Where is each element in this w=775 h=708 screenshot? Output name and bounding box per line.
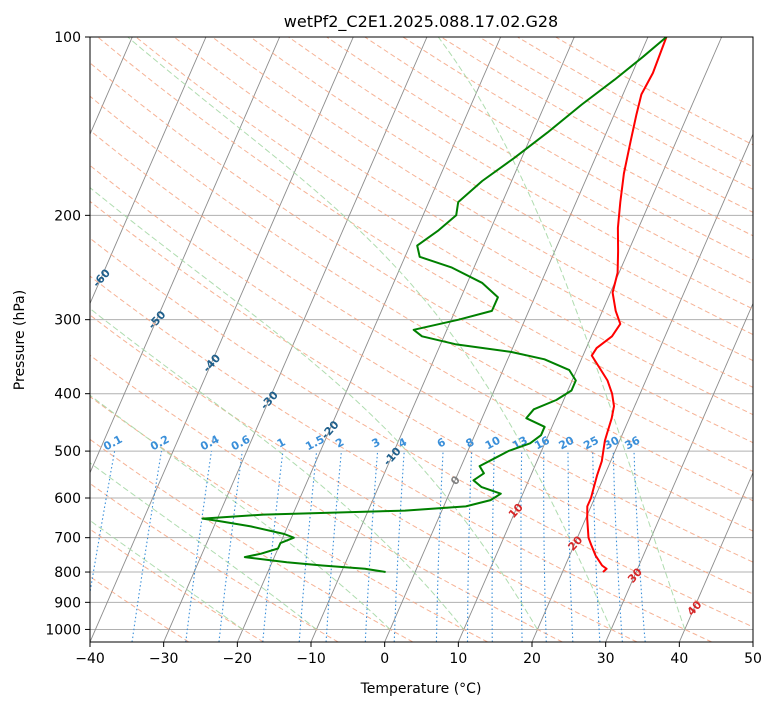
mixing-ratio-label: 20 bbox=[557, 434, 577, 453]
x-tick-label: −20 bbox=[223, 651, 253, 667]
x-tick-label: 0 bbox=[380, 651, 389, 667]
temperature-profile bbox=[586, 37, 668, 573]
isotherm-line bbox=[90, 37, 354, 642]
grid-layer bbox=[90, 37, 753, 642]
mixing-ratio-label: 25 bbox=[581, 434, 601, 453]
isotherm-line bbox=[531, 133, 753, 642]
y-tick-label: 500 bbox=[54, 444, 81, 460]
dry-adiabat bbox=[97, 37, 753, 444]
x-axis: −40 −30 −20 −10 0 10 20 30 40 50 bbox=[75, 642, 762, 667]
y-tick-label: 1000 bbox=[45, 622, 81, 638]
mixing-ratio-label: 30 bbox=[602, 434, 622, 453]
y-tick-label: 700 bbox=[54, 531, 81, 547]
isotherm-line bbox=[163, 37, 428, 642]
plot-frame bbox=[89, 36, 754, 643]
isotherm-line bbox=[236, 37, 502, 642]
y-tick-label: 600 bbox=[54, 491, 81, 507]
x-tick-label: 20 bbox=[523, 651, 541, 667]
mixing-ratio-line bbox=[298, 451, 318, 642]
mixing-ratio-line bbox=[218, 451, 243, 642]
dry-adiabat bbox=[90, 237, 753, 628]
moist-adiabat bbox=[127, 37, 612, 630]
moist-adiabat bbox=[90, 186, 538, 630]
dry-adiabat bbox=[90, 200, 753, 595]
x-axis-title: Temperature (°C) bbox=[360, 681, 482, 697]
dry-adiabat bbox=[90, 482, 339, 642]
dry-adiabat bbox=[90, 164, 753, 563]
isotherm-line bbox=[90, 37, 207, 305]
isotherm-line bbox=[384, 37, 649, 642]
dry-adiabat bbox=[135, 37, 753, 416]
y-tick-label: 800 bbox=[54, 565, 81, 581]
y-tick-label: 400 bbox=[54, 387, 81, 403]
mixing-ratio-line bbox=[131, 451, 163, 642]
dry-adiabat bbox=[90, 275, 712, 642]
y-tick-label: 300 bbox=[54, 313, 81, 329]
dry-adiabat bbox=[90, 438, 414, 642]
y-tick-label: 200 bbox=[54, 208, 81, 224]
moist-adiabat bbox=[90, 308, 465, 630]
x-tick-label: 40 bbox=[670, 651, 688, 667]
x-tick-label: 50 bbox=[744, 651, 762, 667]
mixing-ratio-line bbox=[325, 451, 342, 642]
dry-adiabat bbox=[90, 396, 488, 642]
series-layer bbox=[201, 37, 668, 573]
y-axis: 100 200 300 400 500 600 700 800 900 1000 bbox=[45, 30, 90, 638]
dewpoint-profile bbox=[201, 37, 668, 573]
dry-adiabat bbox=[90, 354, 563, 642]
mixing-ratio-line bbox=[185, 451, 213, 642]
moist-adiabat bbox=[90, 519, 244, 630]
isotherm-line bbox=[310, 37, 575, 642]
isotherm-line bbox=[605, 302, 753, 642]
x-tick-label: −10 bbox=[296, 651, 326, 667]
x-tick-label: 30 bbox=[597, 651, 615, 667]
mixing-ratio-label: 10 bbox=[483, 434, 503, 453]
dry-adiabat bbox=[326, 37, 753, 285]
y-tick-label: 100 bbox=[54, 30, 81, 46]
dry-adiabat bbox=[173, 37, 753, 388]
mixing-ratio-line bbox=[262, 451, 284, 642]
dry-adiabat bbox=[90, 129, 753, 532]
background-lines bbox=[90, 37, 753, 642]
x-tick-label: −30 bbox=[149, 651, 179, 667]
moist-adiabat bbox=[437, 37, 686, 630]
moist-adiabat bbox=[90, 394, 391, 630]
line-labels: 0.10.20.40.611.52346810131620253036-100-… bbox=[90, 266, 705, 618]
isotherm-line bbox=[678, 471, 753, 642]
x-tick-label: 10 bbox=[449, 651, 467, 667]
mixing-ratio-label: 36 bbox=[623, 434, 643, 453]
y-axis-title: Pressure (hPa) bbox=[12, 290, 28, 390]
dry-adiabat bbox=[90, 95, 753, 502]
isotherm-line bbox=[457, 37, 723, 642]
dry-adiabat bbox=[90, 314, 638, 642]
x-tick-label: −40 bbox=[75, 651, 105, 667]
moist-adiabat bbox=[90, 462, 317, 630]
chart-title: wetPf2_C2E1.2025.088.17.02.G28 bbox=[284, 12, 558, 32]
isotherm-line bbox=[90, 37, 281, 474]
y-tick-label: 900 bbox=[54, 595, 81, 611]
